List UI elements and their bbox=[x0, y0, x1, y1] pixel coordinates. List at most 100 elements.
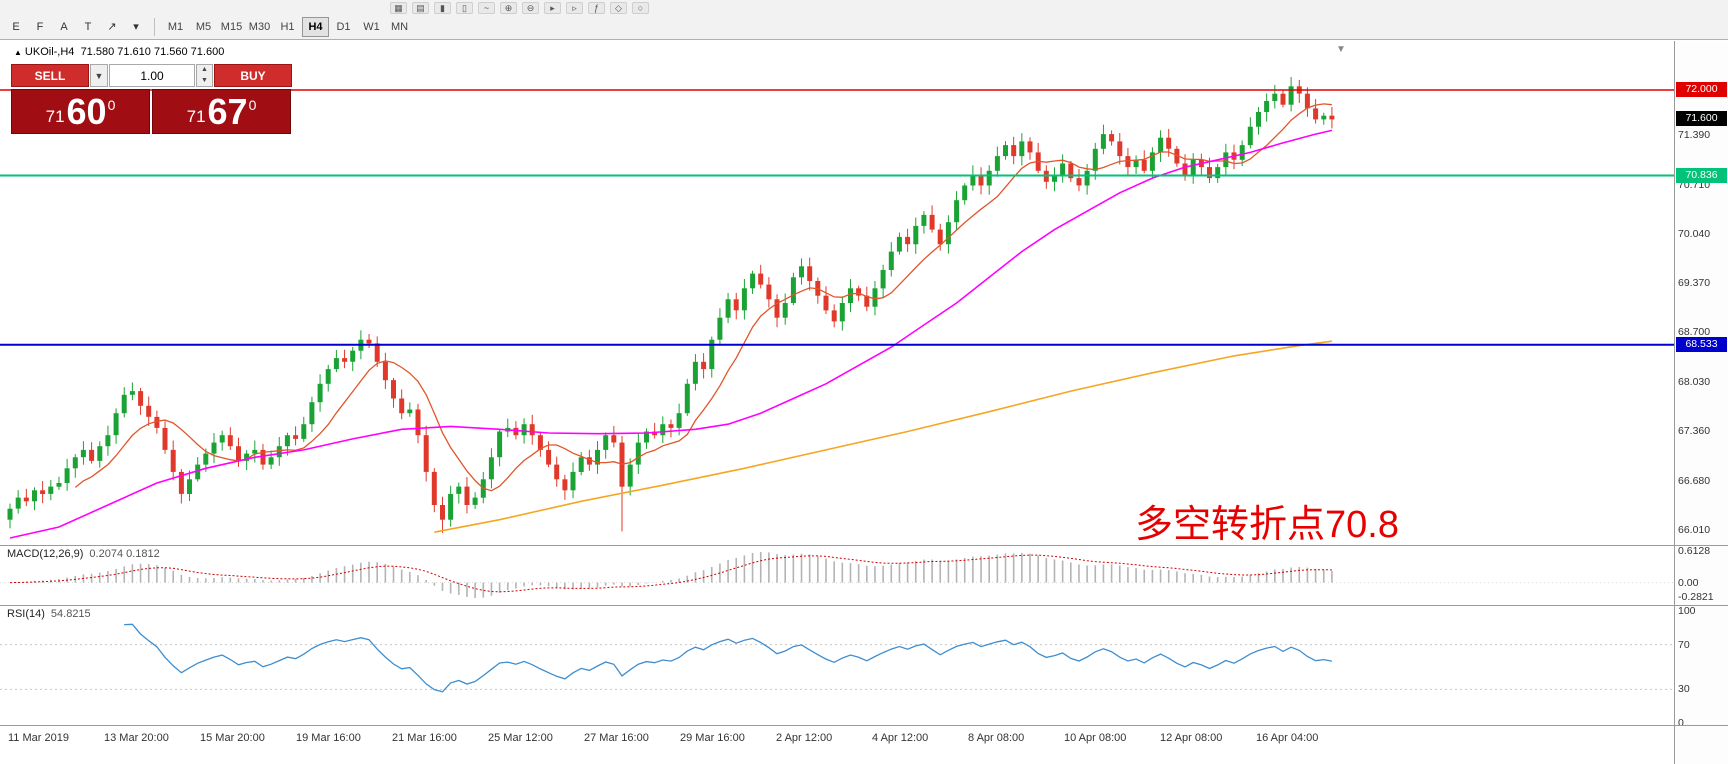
sell-price-prefix: 71 bbox=[45, 106, 65, 126]
macd-panel[interactable]: MACD(12,26,9) 0.2074 0.1812 bbox=[0, 546, 1674, 605]
macd-scale-label: -0.2821 bbox=[1678, 591, 1714, 604]
timeframe-buttons: M1 M5 M15 M30 H1 H4 D1 W1 MN bbox=[162, 16, 413, 37]
stepper-up-icon[interactable]: ▲ bbox=[197, 65, 212, 76]
buy-price-prefix: 71 bbox=[186, 106, 206, 126]
text-tool-icon[interactable]: A bbox=[60, 20, 68, 33]
templates-icon[interactable]: ◇ bbox=[610, 2, 627, 14]
chart-bars-icon[interactable]: ▮ bbox=[434, 2, 451, 14]
sell-price-pipette: 0 bbox=[107, 96, 116, 113]
rsi-panel[interactable]: RSI(14) 54.8215 bbox=[0, 606, 1674, 725]
macd-values: 0.2074 0.1812 bbox=[89, 548, 160, 560]
timeframe-m5[interactable]: M5 bbox=[195, 20, 212, 33]
sell-button[interactable]: SELL bbox=[11, 64, 89, 87]
timeframe-w1[interactable]: W1 bbox=[363, 20, 380, 33]
timeframe-m15[interactable]: M15 bbox=[220, 20, 243, 33]
hline-price-badge: 70.836 bbox=[1676, 167, 1727, 183]
sell-price-display[interactable]: 71 60 0 bbox=[11, 89, 150, 134]
time-axis-label: 25 Mar 12:00 bbox=[488, 732, 553, 744]
timeframe-m30[interactable]: M30 bbox=[248, 20, 271, 33]
time-axis-label: 11 Mar 2019 bbox=[8, 732, 69, 744]
panel-separator[interactable] bbox=[0, 545, 1728, 546]
price-tick: 67.360 bbox=[1678, 424, 1711, 437]
price-tick: 70.040 bbox=[1678, 228, 1711, 240]
buy-button[interactable]: BUY bbox=[214, 64, 292, 87]
toolbar: ▦ ▤ ▮ ▯ ~ ⊕ ⊖ ▸ ▹ ƒ ◇ ○ E F A T ↗ ▾ M1 M5 M15 M30 H1 H4 D1 W1 MN bbox=[0, 0, 1728, 40]
price-tick: 68.030 bbox=[1678, 375, 1711, 388]
time-axis-label: 13 Mar 20:00 bbox=[104, 732, 169, 744]
rsi-title: RSI(14) bbox=[7, 608, 45, 620]
toolbar-tools-row: E F A T ↗ ▾ M1 M5 M15 M30 H1 H4 D1 W1 MN bbox=[0, 14, 1728, 39]
timeframe-h4[interactable]: H4 bbox=[302, 16, 329, 37]
hline-price-badge: 72.000 bbox=[1676, 82, 1727, 97]
price-tick: 71.390 bbox=[1678, 128, 1711, 141]
timeframe-d1[interactable]: D1 bbox=[336, 20, 351, 33]
chart-shift-marker-icon[interactable]: ▼ bbox=[1336, 44, 1346, 55]
arrow-tool-icon[interactable]: ↗ bbox=[107, 21, 117, 33]
one-click-trading-widget: SELL ▼ ▲▼ BUY 71 60 0 71 67 0 bbox=[11, 64, 293, 134]
symbol-header: ▲ UKOil-,H4 71.580 71.610 71.560 71.600 bbox=[14, 46, 224, 58]
toolbar-separator bbox=[154, 17, 155, 36]
volume-dropdown-icon[interactable]: ▼ bbox=[90, 64, 108, 87]
new-chart-icon[interactable]: ▦ bbox=[390, 2, 407, 14]
time-axis-label: 2 Apr 12:00 bbox=[776, 732, 833, 744]
chart-line-icon[interactable]: ~ bbox=[478, 2, 495, 14]
data-window-icon[interactable]: F bbox=[36, 20, 44, 33]
price-tick: 66.010 bbox=[1678, 524, 1711, 536]
periods-icon[interactable]: ○ bbox=[632, 2, 649, 14]
time-axis[interactable]: 11 Mar 2019 13 Mar 20:00 15 Mar 20:00 19 Ma… bbox=[0, 726, 1674, 764]
editor-icon[interactable]: E bbox=[12, 20, 20, 33]
panel-separator[interactable] bbox=[0, 605, 1728, 606]
time-axis-label: 16 Apr 04:00 bbox=[1256, 732, 1319, 744]
zoom-out-icon[interactable]: ⊖ bbox=[522, 2, 539, 14]
timeframe-mn[interactable]: MN bbox=[390, 20, 409, 33]
buy-price-pipette: 0 bbox=[248, 96, 257, 113]
volume-input[interactable] bbox=[109, 64, 195, 87]
symbol-name: UKOil-,H4 bbox=[24, 46, 75, 58]
rsi-scale-label: 30 bbox=[1678, 683, 1690, 696]
macd-scale-label: 0.6128 bbox=[1678, 544, 1711, 557]
profiles-icon[interactable]: ▤ bbox=[412, 2, 429, 14]
hline-price-badge: 68.533 bbox=[1676, 336, 1727, 352]
time-axis-label: 21 Mar 16:00 bbox=[392, 732, 457, 744]
macd-plot[interactable] bbox=[0, 546, 1674, 605]
arrow-dropdown-icon[interactable]: ▾ bbox=[133, 21, 139, 33]
macd-header: MACD(12,26,9) 0.2074 0.1812 bbox=[7, 548, 160, 560]
rsi-header: RSI(14) 54.8215 bbox=[7, 608, 91, 620]
time-axis-label: 4 Apr 12:00 bbox=[872, 732, 929, 744]
time-axis-label: 19 Mar 16:00 bbox=[296, 732, 361, 744]
rsi-scale-label: 0 bbox=[1678, 717, 1684, 729]
indicators-icon[interactable]: ƒ bbox=[588, 2, 605, 14]
rsi-scale-label: 70 bbox=[1678, 638, 1690, 651]
macd-title: MACD(12,26,9) bbox=[7, 548, 84, 560]
time-axis-label: 12 Apr 08:00 bbox=[1160, 732, 1223, 744]
time-axis-label: 8 Apr 08:00 bbox=[968, 732, 1025, 744]
time-axis-label: 15 Mar 20:00 bbox=[200, 732, 265, 744]
time-axis-label: 27 Mar 16:00 bbox=[584, 732, 649, 744]
timeframe-h1[interactable]: H1 bbox=[280, 20, 295, 33]
buy-price-display[interactable]: 71 67 0 bbox=[152, 89, 291, 134]
timeframe-m1[interactable]: M1 bbox=[167, 20, 184, 33]
time-axis-label: 29 Mar 16:00 bbox=[680, 732, 745, 744]
zoom-in-icon[interactable]: ⊕ bbox=[500, 2, 517, 14]
rsi-values: 54.8215 bbox=[50, 608, 91, 620]
buy-price-digits: 67 bbox=[207, 90, 248, 132]
macd-scale-label: 0.00 bbox=[1678, 576, 1699, 589]
rsi-plot[interactable] bbox=[0, 606, 1674, 725]
toolbar-top-icons: ▦ ▤ ▮ ▯ ~ ⊕ ⊖ ▸ ▹ ƒ ◇ ○ bbox=[0, 0, 1728, 14]
text-label-tool-icon[interactable]: T bbox=[84, 20, 92, 33]
stepper-down-icon[interactable]: ▼ bbox=[197, 75, 212, 86]
main-chart[interactable]: ▲ UKOil-,H4 71.580 71.610 71.560 71.600 ▼… bbox=[0, 41, 1674, 546]
price-scale[interactable]: 71.390 70.710 70.040 69.370 68.700 68.030 67.3… bbox=[1674, 41, 1728, 764]
panel-toggle-icon[interactable]: ▲ bbox=[14, 48, 22, 57]
volume-stepper[interactable]: ▲ ▼ bbox=[196, 64, 213, 87]
panel-separator[interactable] bbox=[0, 725, 1728, 726]
sell-price-digits: 60 bbox=[66, 90, 107, 132]
current-price-badge: 71.600 bbox=[1676, 111, 1727, 127]
price-tick: 68.700 bbox=[1678, 326, 1711, 339]
auto-scroll-icon[interactable]: ▸ bbox=[544, 2, 561, 14]
chart-shift-icon[interactable]: ▹ bbox=[566, 2, 583, 14]
time-axis-label: 10 Apr 08:00 bbox=[1064, 732, 1127, 744]
rsi-scale-label: 100 bbox=[1678, 605, 1696, 617]
chart-candles-icon[interactable]: ▯ bbox=[456, 2, 473, 14]
chart-annotation-text[interactable]: 多空转折点70.8 bbox=[1135, 504, 1399, 546]
